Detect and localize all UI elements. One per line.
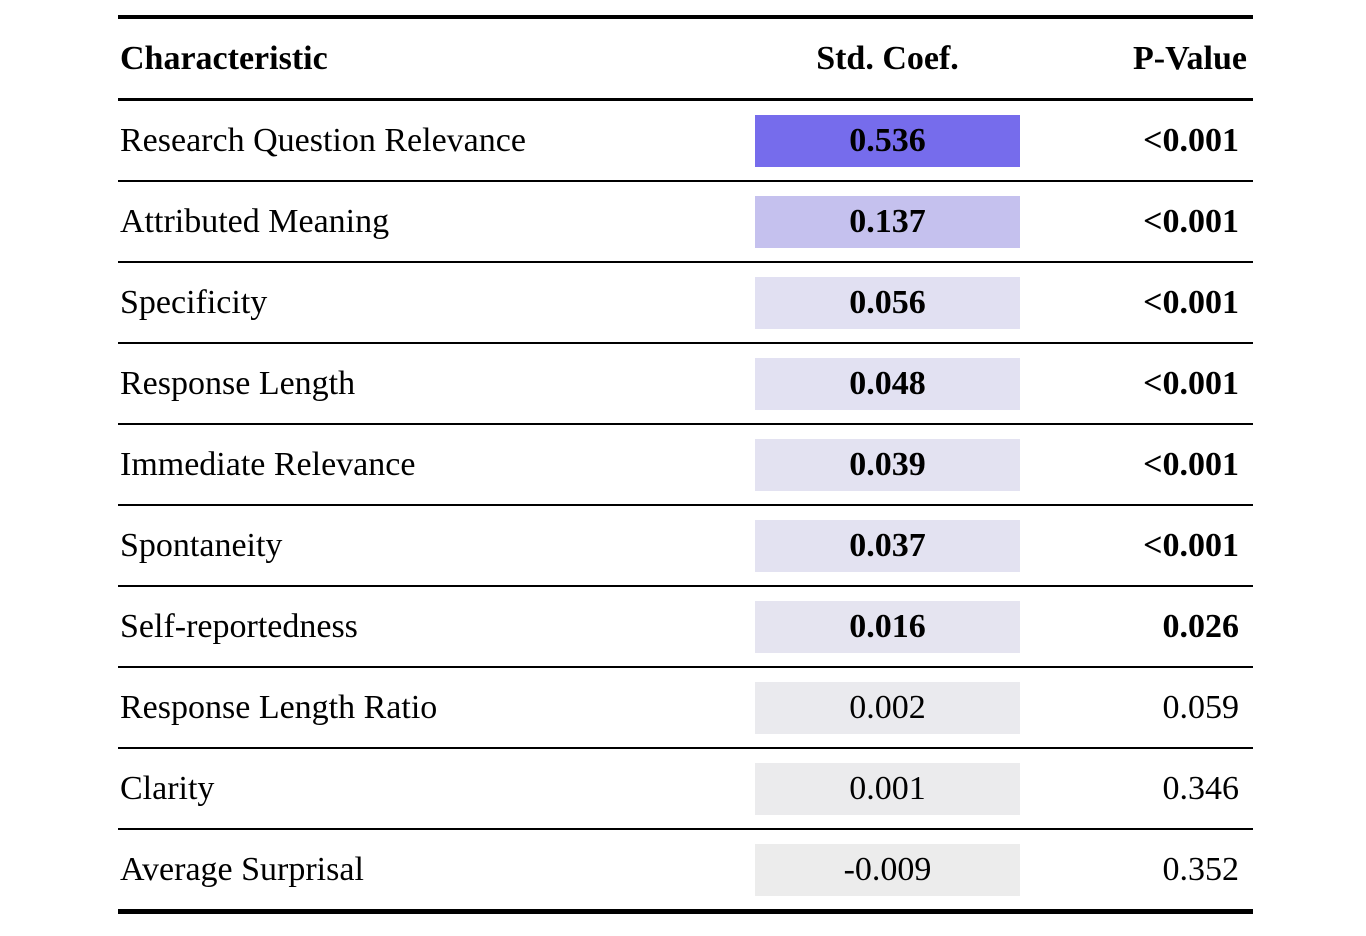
p-value-cell: <0.001 xyxy=(1020,181,1253,263)
characteristic-cell: Immediate Relevance xyxy=(118,424,755,506)
std-coef-cell: -0.009 xyxy=(755,829,1020,914)
characteristic-cell: Clarity xyxy=(118,748,755,830)
coef-heat-highlight: 0.002 xyxy=(755,681,1020,734)
table-row: Response Length 0.048 <0.001 xyxy=(118,343,1253,425)
table-header-row: Characteristic Std. Coef. P-Value xyxy=(118,17,1253,101)
coef-heat-highlight: 0.001 xyxy=(755,762,1020,815)
characteristic-cell: Research Question Relevance xyxy=(118,99,755,182)
coef-heat-highlight: 0.039 xyxy=(755,438,1020,491)
table-row: Immediate Relevance 0.039 <0.001 xyxy=(118,424,1253,506)
table-row: Average Surprisal -0.009 0.352 xyxy=(118,829,1253,914)
coef-heat-highlight: 0.016 xyxy=(755,600,1020,653)
std-coef-cell: 0.137 xyxy=(755,181,1020,263)
table-row: Attributed Meaning 0.137 <0.001 xyxy=(118,181,1253,263)
characteristic-cell: Self-reportedness xyxy=(118,586,755,668)
p-value-cell: <0.001 xyxy=(1020,505,1253,587)
p-value-cell: <0.001 xyxy=(1020,99,1253,182)
table-row: Specificity 0.056 <0.001 xyxy=(118,262,1253,344)
characteristic-cell: Spontaneity xyxy=(118,505,755,587)
std-coef-cell: 0.016 xyxy=(755,586,1020,668)
std-coef-cell: 0.001 xyxy=(755,748,1020,830)
std-coef-cell: 0.037 xyxy=(755,505,1020,587)
column-header-std-coef: Std. Coef. xyxy=(755,17,1020,101)
p-value-cell: <0.001 xyxy=(1020,262,1253,344)
characteristic-cell: Specificity xyxy=(118,262,755,344)
p-value-cell: <0.001 xyxy=(1020,343,1253,425)
characteristic-cell: Response Length xyxy=(118,343,755,425)
column-header-characteristic: Characteristic xyxy=(118,17,755,101)
p-value-cell: 0.059 xyxy=(1020,667,1253,749)
p-value-cell: 0.352 xyxy=(1020,829,1253,914)
characteristic-cell: Attributed Meaning xyxy=(118,181,755,263)
table-row: Research Question Relevance 0.536 <0.001 xyxy=(118,99,1253,182)
coef-heat-highlight: 0.137 xyxy=(755,195,1020,248)
coef-heat-highlight: 0.048 xyxy=(755,357,1020,410)
coef-heat-highlight: 0.056 xyxy=(755,276,1020,329)
std-coef-cell: 0.039 xyxy=(755,424,1020,506)
std-coef-cell: 0.002 xyxy=(755,667,1020,749)
std-coef-cell: 0.048 xyxy=(755,343,1020,425)
std-coef-cell: 0.056 xyxy=(755,262,1020,344)
std-coef-cell: 0.536 xyxy=(755,99,1020,182)
table-row: Clarity 0.001 0.346 xyxy=(118,748,1253,830)
table-row: Spontaneity 0.037 <0.001 xyxy=(118,505,1253,587)
p-value-cell: <0.001 xyxy=(1020,424,1253,506)
p-value-cell: 0.026 xyxy=(1020,586,1253,668)
regression-coefficients-table: Characteristic Std. Coef. P-Value Resear… xyxy=(118,15,1253,914)
table-row: Response Length Ratio 0.002 0.059 xyxy=(118,667,1253,749)
characteristic-cell: Average Surprisal xyxy=(118,829,755,914)
coef-heat-highlight: 0.536 xyxy=(755,114,1020,167)
p-value-cell: 0.346 xyxy=(1020,748,1253,830)
coef-heat-highlight: -0.009 xyxy=(755,843,1020,896)
coef-heat-highlight: 0.037 xyxy=(755,519,1020,572)
table-row: Self-reportedness 0.016 0.026 xyxy=(118,586,1253,668)
column-header-p-value: P-Value xyxy=(1020,17,1253,101)
characteristic-cell: Response Length Ratio xyxy=(118,667,755,749)
